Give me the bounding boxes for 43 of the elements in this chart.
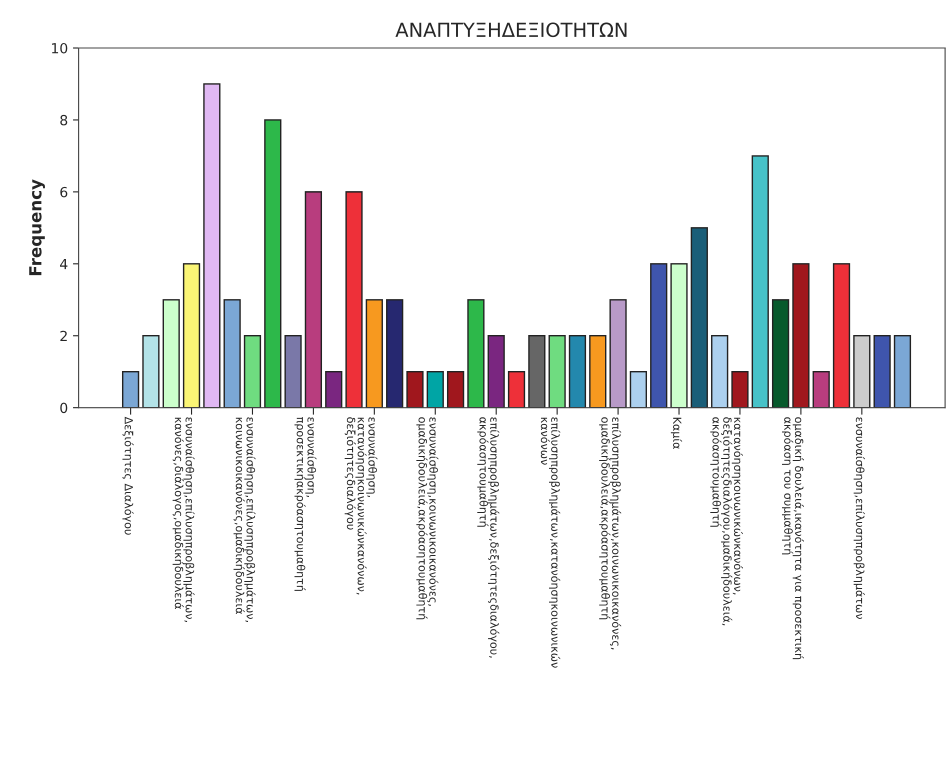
x-tick-label: ενσυναίσθηση,επίλυσηπροβλημάτων bbox=[854, 417, 865, 619]
bar bbox=[874, 335, 891, 408]
x-tick-label: επίλυσηπροβλημάτων,κατανόησηκοινωνικών κανόνων bbox=[540, 417, 560, 668]
x-tick-label: ενσυναίσθηση, κατανόησηκοινωνικώνκανόνων, δεξιότητεςδιαλόγου bbox=[344, 417, 378, 594]
bar bbox=[467, 299, 485, 408]
bar bbox=[589, 335, 606, 408]
bar bbox=[142, 335, 160, 408]
bar bbox=[812, 371, 830, 408]
bar bbox=[832, 263, 850, 408]
bar bbox=[508, 371, 526, 408]
bar bbox=[203, 83, 220, 408]
bar bbox=[630, 371, 648, 408]
bar bbox=[325, 371, 342, 408]
y-tick-label: 0 bbox=[60, 402, 68, 414]
bar bbox=[224, 299, 241, 408]
x-tick-label: ενσυναίσθηση,επίλυσηπροβλημάτων, κανόνες,διάλογος,ομαδικήδουλειά bbox=[172, 417, 195, 622]
bar bbox=[345, 191, 363, 408]
bar bbox=[386, 299, 404, 408]
x-tick-label: κατανόησηκοινωνικώνκανόνων, δεξιότητεςδιαλόγου,ομαδικήδουλειά, ακρόασητουμαθητή bbox=[710, 417, 744, 626]
x-tick-label: Δεξιότητες Διαλόγου bbox=[122, 416, 134, 535]
bar bbox=[650, 263, 668, 408]
bar bbox=[752, 155, 769, 408]
y-axis-title: Frequency bbox=[29, 179, 45, 276]
bar bbox=[406, 371, 424, 408]
y-tick-label: 8 bbox=[60, 114, 68, 126]
bar bbox=[162, 299, 180, 408]
bar bbox=[568, 335, 586, 408]
bar bbox=[284, 335, 302, 408]
y-tick-label: 6 bbox=[60, 186, 68, 198]
bar bbox=[894, 335, 912, 408]
x-tick-label: Καμία bbox=[670, 418, 682, 449]
x-tick-label: ενσυναίσθηση, προσεκτικήακρόασητουμαθητή bbox=[294, 417, 316, 591]
bar bbox=[711, 335, 728, 408]
bar bbox=[264, 119, 282, 408]
y-tick-label: 4 bbox=[60, 258, 68, 270]
y-tick-label: 10 bbox=[52, 42, 68, 54]
bar bbox=[446, 371, 464, 408]
bar bbox=[772, 299, 790, 408]
y-tick-label: 2 bbox=[60, 330, 67, 342]
bar bbox=[690, 227, 708, 408]
bar bbox=[528, 335, 546, 408]
chart-title: ΑΝΑΠΤΥΞΗΔΕΞΙΟΤΗΤΩΝ bbox=[395, 22, 626, 38]
x-tick-label: ενσυναίσθηση,επίλυσηπροβλημάτων, κοινωνικοικανόνες,ομαδικήδουλειά bbox=[234, 417, 256, 622]
